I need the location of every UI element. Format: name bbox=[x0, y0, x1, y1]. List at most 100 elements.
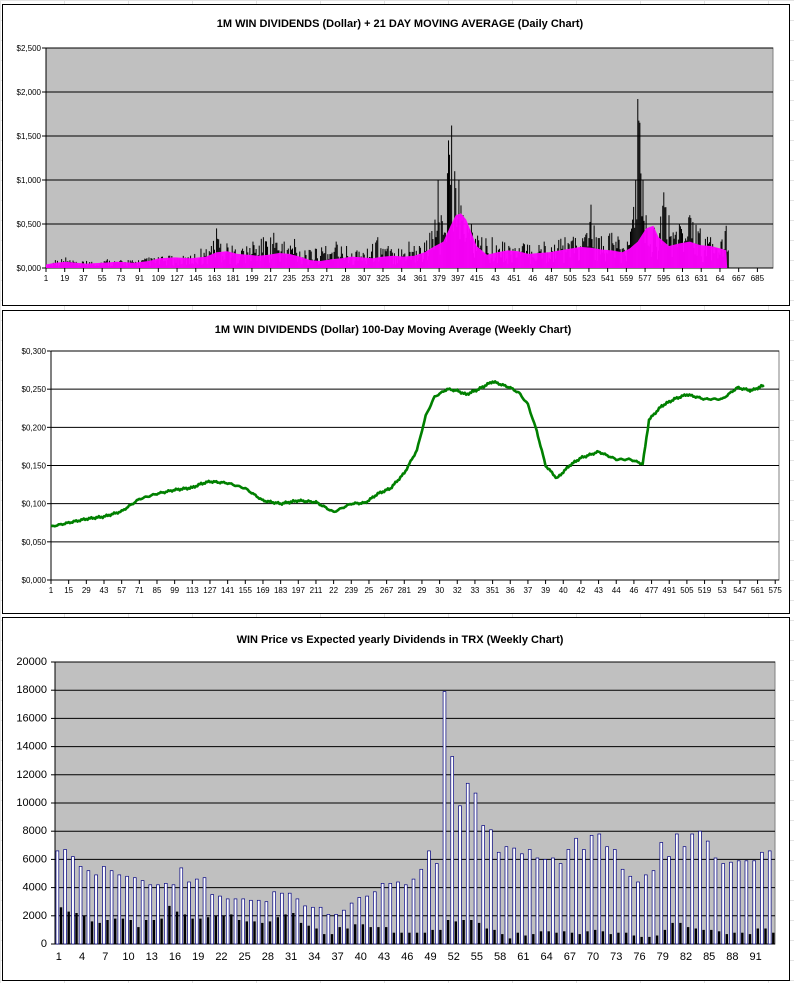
price-bar bbox=[71, 856, 75, 945]
x-tick-label: 13 bbox=[146, 951, 158, 963]
dividend-bar bbox=[191, 918, 194, 944]
dividend-bar bbox=[501, 934, 504, 944]
price-bar bbox=[620, 868, 625, 945]
x-tick-label: 40 bbox=[355, 951, 367, 963]
price-bar bbox=[295, 898, 300, 945]
x-tick-label: 55 bbox=[471, 951, 483, 963]
x-tick-label: 351 bbox=[486, 586, 500, 595]
x-tick-label: 361 bbox=[414, 274, 428, 283]
dividend-bar bbox=[663, 929, 667, 944]
price-bar bbox=[249, 899, 253, 945]
dividend-bar bbox=[547, 931, 550, 944]
x-tick-label: 28 bbox=[341, 274, 350, 283]
price-bar bbox=[280, 892, 284, 945]
x-tick-label: 253 bbox=[301, 274, 315, 283]
chart-title: WIN Price vs Expected yearly Dividends i… bbox=[237, 634, 564, 646]
price-bar bbox=[504, 846, 509, 945]
x-tick-label: 127 bbox=[203, 586, 217, 595]
price-bar bbox=[365, 895, 369, 945]
moving-average-area bbox=[46, 213, 728, 268]
x-tick-label: 39 bbox=[541, 586, 550, 595]
price-bar bbox=[287, 892, 292, 945]
x-tick-label: 271 bbox=[320, 274, 334, 283]
dividend-bar bbox=[299, 922, 303, 944]
dividend-bar bbox=[655, 935, 659, 944]
price-bar bbox=[86, 870, 91, 945]
x-tick-label: 25 bbox=[239, 951, 251, 963]
x-tick-label: 52 bbox=[448, 951, 460, 963]
x-tick-label: 28 bbox=[262, 951, 274, 963]
y-tick-label: $2,000 bbox=[17, 88, 42, 97]
x-tick-label: 16 bbox=[169, 951, 181, 963]
x-tick-label: 70 bbox=[587, 951, 599, 963]
price-bar bbox=[713, 857, 718, 945]
x-tick-label: 487 bbox=[545, 274, 559, 283]
dividend-bar bbox=[462, 920, 465, 944]
x-tick-label: 667 bbox=[732, 274, 746, 283]
dividend-bar bbox=[524, 935, 527, 944]
dividend-bar bbox=[59, 907, 63, 944]
price-bar bbox=[597, 833, 602, 945]
x-tick-label: 267 bbox=[380, 586, 394, 595]
x-tick-label: 155 bbox=[239, 586, 253, 595]
x-tick-label: 22 bbox=[215, 951, 227, 963]
dividend-bar bbox=[377, 927, 380, 944]
dividend-bar bbox=[121, 918, 125, 944]
price-bar bbox=[303, 905, 307, 945]
x-tick-label: 37 bbox=[79, 274, 88, 283]
x-tick-label: 113 bbox=[186, 586, 199, 595]
y-tick-label: 0 bbox=[41, 938, 47, 950]
x-tick-label: 29 bbox=[82, 586, 91, 595]
dividend-bar bbox=[292, 913, 295, 944]
dividend-bar bbox=[563, 931, 566, 944]
dividend-bar bbox=[160, 918, 163, 944]
price-bar bbox=[187, 881, 191, 945]
dividend-bar bbox=[594, 929, 597, 944]
y-tick-label: $0,000 bbox=[22, 576, 47, 585]
x-tick-label: 43 bbox=[100, 586, 109, 595]
dividend-bar bbox=[733, 932, 736, 944]
dividend-bar bbox=[516, 932, 519, 944]
y-tick-label: 6000 bbox=[23, 853, 47, 865]
dividend-bar bbox=[90, 921, 94, 944]
x-tick-label: 19 bbox=[192, 951, 204, 963]
price-bar bbox=[140, 880, 145, 945]
price-bar bbox=[729, 861, 733, 945]
y-tick-label: $2,500 bbox=[17, 44, 42, 53]
price-bar bbox=[543, 859, 547, 945]
x-tick-label: 64 bbox=[540, 951, 552, 963]
dividend-bar bbox=[686, 927, 690, 944]
x-tick-label: 595 bbox=[657, 274, 671, 283]
dividend-bar bbox=[230, 914, 233, 944]
price-bar bbox=[225, 898, 230, 945]
dividend-bar bbox=[532, 934, 535, 944]
price-bar bbox=[489, 829, 493, 945]
x-tick-label: 211 bbox=[310, 586, 323, 595]
x-tick-label: 477 bbox=[645, 586, 659, 595]
x-tick-label: 22 bbox=[329, 586, 338, 595]
price-bar bbox=[78, 866, 83, 945]
x-tick-label: 1 bbox=[56, 951, 62, 963]
price-bar bbox=[396, 881, 400, 945]
dividend-bar bbox=[369, 927, 372, 944]
price-bar bbox=[342, 909, 346, 945]
price-bar bbox=[164, 883, 168, 945]
dividend-bar bbox=[307, 925, 310, 944]
x-tick-label: 67 bbox=[564, 951, 576, 963]
x-tick-label: 34 bbox=[397, 274, 406, 283]
chart-title: 1M WIN DIVIDENDS (Dollar) 100-Day Moving… bbox=[215, 324, 572, 336]
moving-average-line bbox=[50, 380, 765, 528]
x-tick-label: 46 bbox=[629, 586, 638, 595]
y-tick-label: $0,250 bbox=[22, 385, 47, 394]
price-bar bbox=[458, 805, 462, 945]
price-bar bbox=[109, 870, 114, 945]
x-tick-label: 61 bbox=[517, 951, 529, 963]
price-bar bbox=[589, 835, 594, 945]
price-bar bbox=[551, 857, 555, 945]
x-tick-label: 82 bbox=[680, 951, 692, 963]
price-bar bbox=[357, 897, 362, 945]
dividend-bar bbox=[609, 934, 612, 944]
x-tick-label: 163 bbox=[208, 274, 222, 283]
dividend-bar bbox=[276, 917, 279, 944]
x-tick-label: 37 bbox=[331, 951, 343, 963]
